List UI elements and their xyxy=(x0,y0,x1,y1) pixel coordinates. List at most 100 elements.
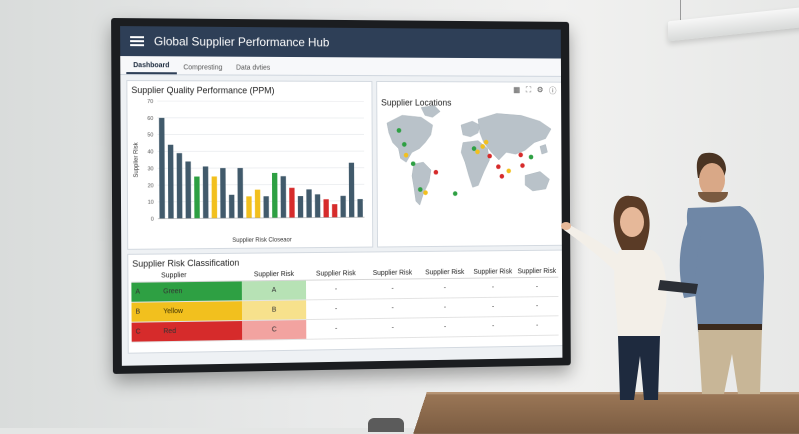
x-axis-label: Supplier Risk Closeaor xyxy=(232,237,291,243)
col-risk-2: Supplier Risk xyxy=(306,268,366,280)
tab-compresting[interactable]: Compresting xyxy=(176,61,229,74)
row-class: Green xyxy=(159,281,242,302)
ceiling-wire xyxy=(680,0,681,22)
map-marker[interactable] xyxy=(402,142,407,147)
row-grade: A xyxy=(242,280,306,301)
chair xyxy=(368,418,404,432)
table-cell: - xyxy=(366,298,420,318)
bar xyxy=(229,195,234,218)
row-grade: C xyxy=(242,320,306,341)
tab-bar: Dashboard Compresting Data dvties xyxy=(120,56,561,77)
map-marker[interactable] xyxy=(500,174,505,179)
y-tick-label: 60 xyxy=(147,116,153,122)
bar xyxy=(194,177,200,219)
bar xyxy=(203,166,209,218)
map-marker[interactable] xyxy=(434,170,439,175)
table-cell: - xyxy=(306,319,366,340)
table-cell: - xyxy=(516,316,559,336)
dashboard-screen: Global Supplier Performance Hub Dashboar… xyxy=(120,26,562,366)
table-cell: - xyxy=(306,279,366,299)
bar xyxy=(323,199,328,217)
map-marker[interactable] xyxy=(520,163,525,168)
bar xyxy=(159,118,165,219)
menu-icon[interactable] xyxy=(130,36,144,46)
bar xyxy=(315,194,320,217)
map-marker[interactable] xyxy=(487,154,492,159)
bar xyxy=(177,153,183,218)
table-cell: - xyxy=(366,279,420,299)
row-class: Red xyxy=(159,321,242,342)
col-risk-4: Supplier Risk xyxy=(419,267,470,279)
map-marker[interactable] xyxy=(506,169,511,174)
row-class: Yellow xyxy=(159,301,242,322)
bar xyxy=(340,196,345,218)
bar xyxy=(237,168,243,218)
world-map[interactable] xyxy=(383,104,557,212)
map-marker[interactable] xyxy=(529,155,534,160)
map-marker[interactable] xyxy=(423,190,428,195)
bar xyxy=(246,196,251,218)
table-cell: - xyxy=(419,298,470,318)
col-risk-6: Supplier Risk xyxy=(515,266,558,278)
table-cell: - xyxy=(515,277,558,297)
table-cell: - xyxy=(515,296,558,316)
bar xyxy=(357,199,362,217)
map-marker[interactable] xyxy=(475,149,480,154)
table-cell: - xyxy=(366,318,420,338)
col-risk-5: Supplier Risk xyxy=(470,267,515,279)
bar xyxy=(289,188,294,218)
quality-chart-title: Supplier Quality Performance (PPM) xyxy=(127,81,371,96)
col-risk-1: Supplier Risk xyxy=(242,269,306,281)
quality-chart-panel: Supplier Quality Performance (PPM) 01020… xyxy=(126,80,373,250)
row-code: B xyxy=(131,302,159,322)
map-marker[interactable] xyxy=(484,140,489,145)
map-marker[interactable] xyxy=(518,153,523,158)
map-marker[interactable] xyxy=(472,146,477,151)
risk-table-panel: Supplier Risk Classification Supplier Su… xyxy=(127,250,562,354)
bar xyxy=(220,168,226,218)
map-toolbar: ▦ ⛶ ⚙ ⓘ xyxy=(513,85,556,96)
y-tick-label: 10 xyxy=(148,200,154,206)
expand-icon[interactable]: ⛶ xyxy=(526,85,531,96)
map-marker[interactable] xyxy=(453,191,458,196)
bar xyxy=(349,163,355,218)
book-icon[interactable]: ▦ xyxy=(513,85,520,96)
row-grade: B xyxy=(242,300,306,321)
man-presenter xyxy=(658,148,778,398)
map-marker[interactable] xyxy=(411,161,416,166)
info-icon[interactable]: ⓘ xyxy=(549,86,556,97)
map-marker[interactable] xyxy=(397,128,402,133)
y-tick-label: 70 xyxy=(147,99,153,105)
table-cell: - xyxy=(419,317,470,337)
wall-display: Global Supplier Performance Hub Dashboar… xyxy=(111,18,571,374)
bar xyxy=(272,173,278,218)
app-title: Global Supplier Performance Hub xyxy=(154,34,329,49)
bar xyxy=(185,161,191,218)
table-cell: - xyxy=(470,278,515,298)
table-cell: - xyxy=(470,316,515,336)
app-header: Global Supplier Performance Hub xyxy=(120,26,561,58)
risk-table: Supplier Supplier Risk Supplier Risk Sup… xyxy=(131,266,558,343)
y-axis-label: Supplier Risk xyxy=(134,142,140,177)
row-code: A xyxy=(131,282,159,302)
map-marker[interactable] xyxy=(480,144,485,149)
y-tick-label: 50 xyxy=(147,133,153,139)
col-code xyxy=(131,270,159,282)
y-tick-label: 40 xyxy=(147,149,153,155)
quality-bar-chart: 010203040506070Supplier RiskSupplier Ris… xyxy=(127,95,372,245)
map-panel: Supplier Locations ▦ ⛶ ⚙ ⓘ xyxy=(376,81,562,248)
settings-icon[interactable]: ⚙ xyxy=(537,85,544,96)
tab-data-dvties[interactable]: Data dvties xyxy=(229,62,277,75)
map-marker[interactable] xyxy=(496,164,501,169)
y-tick-label: 30 xyxy=(148,166,154,172)
map-marker[interactable] xyxy=(418,187,423,192)
col-supplier: Supplier xyxy=(159,270,242,282)
bar xyxy=(332,204,337,217)
bar xyxy=(212,176,218,218)
map-marker[interactable] xyxy=(404,153,409,158)
y-tick-label: 20 xyxy=(148,183,154,189)
tab-dashboard[interactable]: Dashboard xyxy=(126,59,176,74)
bar xyxy=(298,196,303,218)
bar xyxy=(306,189,311,217)
bar xyxy=(168,145,174,219)
